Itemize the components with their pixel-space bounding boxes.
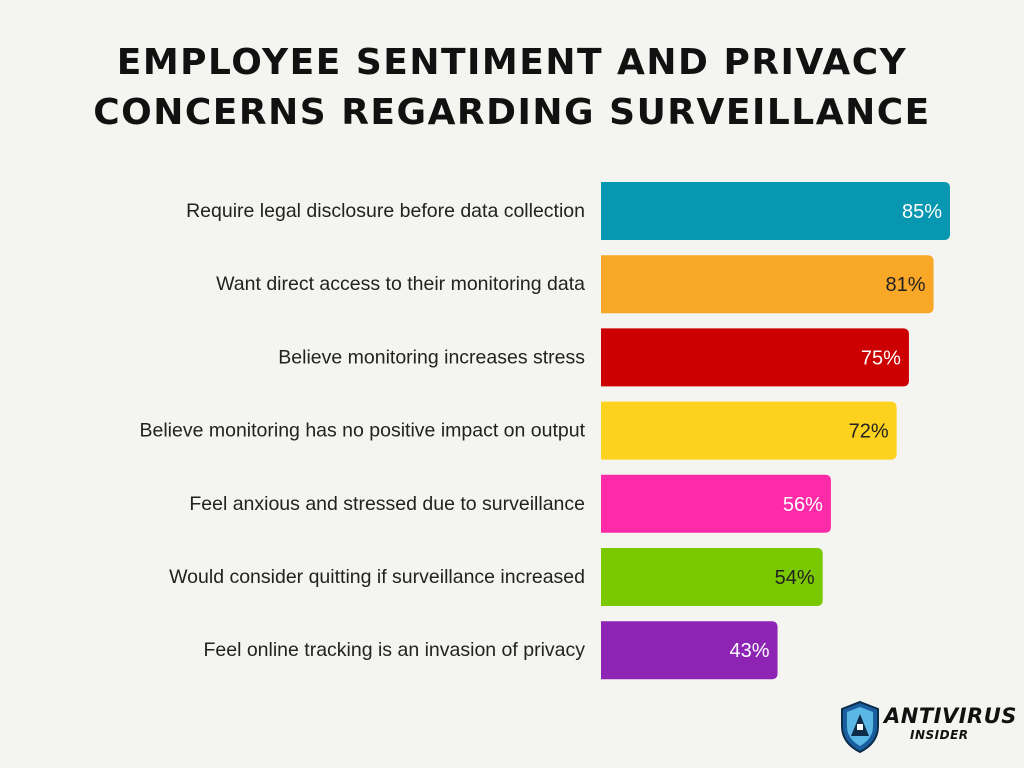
brand-logo: ANTIVIRUS INSIDER bbox=[838, 700, 1016, 756]
bar bbox=[601, 328, 909, 387]
bar bbox=[601, 255, 934, 314]
bar bbox=[601, 182, 950, 240]
chart-title: EMPLOYEE SENTIMENT AND PRIVACY CONCERNS … bbox=[0, 38, 1024, 138]
logo-text-line-2: INSIDER bbox=[910, 728, 969, 742]
category-label: Require legal disclosure before data col… bbox=[186, 200, 585, 222]
bar-value-label: 54% bbox=[775, 567, 815, 589]
category-label: Want direct access to their monitoring d… bbox=[216, 273, 585, 295]
category-label: Feel online tracking is an invasion of p… bbox=[203, 639, 585, 661]
bar bbox=[601, 621, 778, 680]
logo-text-line-1: ANTIVIRUS bbox=[884, 704, 1017, 728]
bar bbox=[601, 548, 823, 606]
bar-value-label: 75% bbox=[861, 347, 901, 369]
category-label: Feel anxious and stressed due to surveil… bbox=[189, 493, 585, 515]
chart-title-line-2: CONCERNS REGARDING SURVEILLANCE bbox=[93, 92, 931, 133]
category-label: Would consider quitting if surveillance … bbox=[169, 566, 585, 588]
category-label: Believe monitoring has no positive impac… bbox=[139, 420, 585, 442]
bar-value-label: 43% bbox=[730, 640, 770, 662]
bar-value-label: 56% bbox=[783, 494, 823, 516]
bar bbox=[601, 401, 897, 460]
bar-value-label: 81% bbox=[886, 274, 926, 296]
bar-value-label: 85% bbox=[902, 201, 942, 223]
bar bbox=[601, 474, 831, 533]
category-label: Believe monitoring increases stress bbox=[278, 346, 585, 368]
shield-icon bbox=[841, 700, 879, 754]
chart-title-line-1: EMPLOYEE SENTIMENT AND PRIVACY bbox=[116, 42, 908, 83]
bar-value-label: 72% bbox=[849, 421, 889, 443]
